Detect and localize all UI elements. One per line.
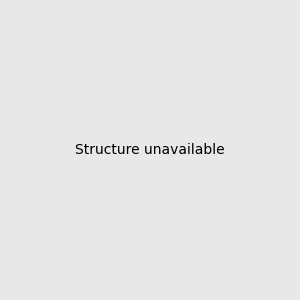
Text: Structure unavailable: Structure unavailable (75, 143, 225, 157)
